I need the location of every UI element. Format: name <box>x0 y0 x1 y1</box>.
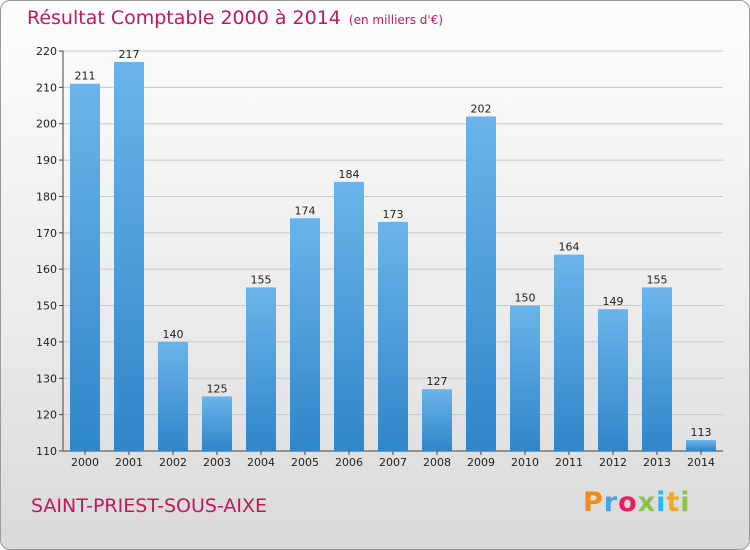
y-tick-label: 140 <box>36 336 57 349</box>
y-tick-label: 160 <box>36 263 57 276</box>
logo-letter: i <box>656 487 667 518</box>
bar <box>466 116 496 452</box>
y-tick-label: 130 <box>36 372 57 385</box>
x-tick-label: 2000 <box>71 456 99 469</box>
x-tick-label: 2006 <box>335 456 363 469</box>
bar <box>642 287 672 451</box>
y-tick-label: 220 <box>36 45 57 58</box>
bar <box>290 218 320 451</box>
data-label: 217 <box>119 48 140 61</box>
data-label: 155 <box>647 273 668 286</box>
data-label: 211 <box>75 70 96 83</box>
logo-letter: r <box>603 487 619 518</box>
commune-name: SAINT-PRIEST-SOUS-AIXE <box>31 495 268 517</box>
logo-letter: t <box>666 487 681 518</box>
logo-letter: x <box>637 487 657 518</box>
logo-letter: i <box>680 487 691 518</box>
bar <box>202 396 232 451</box>
x-tick-label: 2005 <box>291 456 319 469</box>
x-tick-label: 2003 <box>203 456 231 469</box>
bar <box>114 61 144 452</box>
y-tick-label: 190 <box>36 154 57 167</box>
bar <box>510 305 540 451</box>
x-tick-label: 2013 <box>643 456 671 469</box>
title-text: Résultat Comptable 2000 à 2014 <box>27 7 341 29</box>
x-tick-label: 2014 <box>687 456 715 469</box>
chart-title: Résultat Comptable 2000 à 2014 (en millie… <box>27 7 443 29</box>
title-unit: (en milliers d'€) <box>348 13 444 27</box>
x-tick-label: 2011 <box>555 456 583 469</box>
data-label: 113 <box>691 426 712 439</box>
x-tick-label: 2001 <box>115 456 143 469</box>
bar <box>334 181 364 451</box>
x-tick-label: 2010 <box>511 456 539 469</box>
x-tick-label: 2012 <box>599 456 627 469</box>
y-tick-label: 110 <box>36 445 57 458</box>
bar <box>378 221 408 451</box>
data-label: 155 <box>251 273 272 286</box>
data-label: 125 <box>207 382 228 395</box>
y-tick-label: 120 <box>36 409 57 422</box>
x-tick-label: 2009 <box>467 456 495 469</box>
y-tick-label: 200 <box>36 118 57 131</box>
proxiti-logo: Proxiti <box>583 487 691 518</box>
data-label: 202 <box>471 102 492 115</box>
logo-letter: o <box>618 487 638 518</box>
y-tick-label: 150 <box>36 300 57 313</box>
logo-letter: P <box>583 487 604 518</box>
bar <box>554 254 584 451</box>
bar <box>70 83 100 452</box>
data-label: 174 <box>295 204 316 217</box>
bar <box>422 389 452 451</box>
x-tick-label: 2002 <box>159 456 187 469</box>
data-label: 150 <box>515 292 536 305</box>
y-tick-label: 170 <box>36 227 57 240</box>
y-tick-label: 180 <box>36 190 57 203</box>
data-label: 127 <box>427 375 448 388</box>
bar <box>686 440 716 451</box>
data-label: 184 <box>339 168 360 181</box>
bar <box>598 309 628 451</box>
x-tick-label: 2007 <box>379 456 407 469</box>
data-label: 164 <box>559 241 580 254</box>
data-label: 140 <box>163 328 184 341</box>
bar <box>246 287 276 451</box>
y-tick-label: 210 <box>36 81 57 94</box>
bar <box>158 341 188 451</box>
x-tick-label: 2008 <box>423 456 451 469</box>
data-label: 149 <box>603 295 624 308</box>
x-tick-label: 2004 <box>247 456 275 469</box>
data-label: 173 <box>383 208 404 221</box>
